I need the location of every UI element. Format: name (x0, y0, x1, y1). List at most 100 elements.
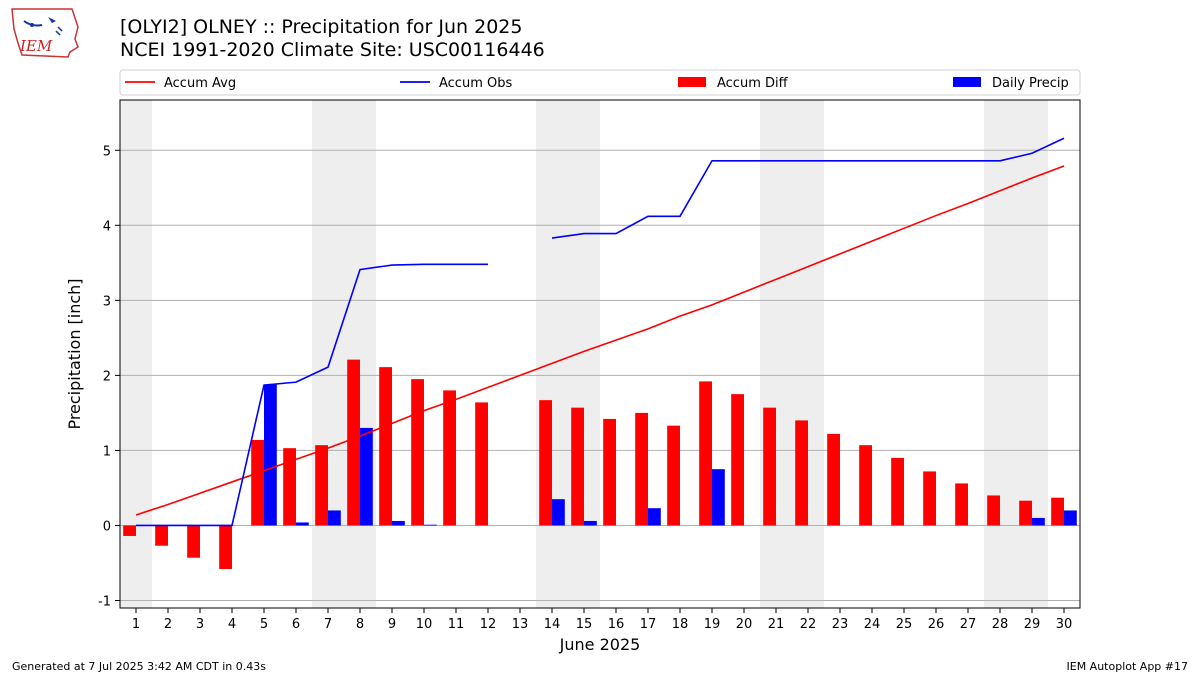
legend-daily-precip-label: Daily Precip (992, 76, 1069, 91)
accum-diff-bar (219, 525, 232, 569)
iowa-state-outline-icon: IEM (11, 8, 79, 58)
y-tick-label: 1 (103, 444, 111, 459)
legend-accum-diff-label: Accum Diff (717, 76, 789, 91)
weekend-band (312, 100, 376, 608)
accum-diff-bar (155, 525, 168, 546)
daily-precip-bar (392, 520, 405, 526)
y-tick-label: -1 (98, 594, 111, 609)
accum-diff-bar (955, 483, 968, 526)
accum-diff-bar (1019, 500, 1032, 526)
accum-diff-bar (315, 445, 328, 526)
daily-precip-bar (648, 508, 661, 526)
x-tick-label: 9 (388, 617, 396, 632)
legend-accum-avg-label: Accum Avg (164, 76, 236, 91)
x-tick-label: 22 (800, 617, 817, 632)
x-tick-label: 10 (416, 617, 433, 632)
daily-precip-bar (584, 520, 597, 526)
accum-diff-bar (187, 525, 200, 558)
accum-diff-bar (827, 433, 840, 526)
x-tick-label: 17 (640, 617, 657, 632)
x-tick-label: 27 (960, 617, 977, 632)
accum-diff-bar (635, 412, 648, 526)
accum-diff-bar (539, 400, 552, 526)
x-tick-label: 29 (1024, 617, 1041, 632)
accum-diff-bar (731, 394, 744, 526)
logo-text: IEM (19, 37, 53, 55)
x-tick-label: 8 (356, 617, 364, 632)
x-tick-label: 14 (544, 617, 561, 632)
daily-precip-bar (328, 510, 341, 526)
daily-precip-bar (424, 524, 437, 526)
accum-diff-bar (283, 448, 296, 526)
x-tick-label: 19 (704, 617, 721, 632)
y-tick-label: 5 (103, 144, 111, 159)
accum-diff-bar (859, 445, 872, 526)
x-tick-label: 7 (324, 617, 332, 632)
x-tick-label: 25 (896, 617, 913, 632)
app-label: IEM Autoplot App #17 (1066, 660, 1189, 673)
weekend-band (760, 100, 824, 608)
x-tick-label: 16 (608, 617, 625, 632)
accum-avg-line (135, 165, 1065, 516)
accum-diff-bar (123, 525, 136, 536)
x-tick-label: 23 (832, 617, 849, 632)
x-tick-label: 24 (864, 617, 881, 632)
x-tick-label: 26 (928, 617, 945, 632)
accum-diff-bar (795, 420, 808, 526)
y-tick-label: 0 (103, 519, 111, 534)
accum-diff-bar (347, 359, 360, 526)
x-tick-label: 4 (228, 617, 236, 632)
accum-diff-bar (411, 379, 424, 526)
daily-precip-bar (712, 469, 725, 526)
accum-diff-bar (1051, 497, 1064, 526)
accum-diff-bar (763, 407, 776, 526)
legend-accum-diff-swatch (678, 77, 706, 87)
legend-accum-obs-label: Accum Obs (439, 76, 512, 91)
x-tick-label: 3 (196, 617, 204, 632)
daily-precip-bar (1032, 517, 1045, 526)
x-tick-label: 21 (768, 617, 785, 632)
y-axis-label: Precipitation [inch] (65, 278, 84, 429)
x-tick-label: 28 (992, 617, 1009, 632)
y-tick-label: 2 (103, 369, 111, 384)
x-tick-label: 6 (292, 617, 300, 632)
weekend-band (120, 100, 152, 608)
x-tick-label: 30 (1056, 617, 1073, 632)
legend-daily-precip-swatch (953, 77, 981, 87)
accum-diff-bar (699, 381, 712, 526)
plot-frame (119, 99, 1081, 609)
x-tick-label: 1 (132, 617, 140, 632)
x-tick-label: 20 (736, 617, 753, 632)
accum-diff-bar (475, 402, 488, 526)
daily-precip-bar (264, 384, 277, 526)
generated-timestamp: Generated at 7 Jul 2025 3:42 AM CDT in 0… (12, 660, 266, 673)
daily-precip-bar (552, 499, 565, 526)
accum-diff-bar (603, 418, 616, 526)
x-tick-label: 5 (260, 617, 268, 632)
x-tick-label: 2 (164, 617, 172, 632)
x-axis-label: June 2025 (559, 635, 641, 654)
daily-precip-bar (296, 522, 309, 526)
accum-diff-bar (987, 495, 1000, 526)
daily-precip-bar (1064, 510, 1077, 526)
accum-diff-bar (443, 390, 456, 526)
accum-diff-bar (923, 471, 936, 526)
accum-diff-bar (251, 439, 264, 526)
accum-obs-line (551, 137, 1065, 239)
accum-diff-bar (379, 367, 392, 526)
chart-title: [OLYI2] OLNEY :: Precipitation for Jun 2… (120, 16, 523, 38)
chart-subtitle: NCEI 1991-2020 Climate Site: USC00116446 (120, 39, 545, 61)
x-tick-label: 15 (576, 617, 593, 632)
x-tick-label: 11 (448, 617, 465, 632)
daily-precip-bar (360, 427, 373, 526)
accum-diff-bar (571, 407, 584, 526)
y-tick-label: 3 (103, 294, 111, 309)
accum-obs-line (136, 263, 488, 527)
x-tick-label: 13 (512, 617, 529, 632)
accum-diff-bar (667, 425, 680, 526)
legend-box (119, 69, 1081, 96)
y-tick-label: 4 (103, 219, 111, 234)
accum-diff-bar (891, 457, 904, 526)
x-tick-label: 12 (480, 617, 497, 632)
